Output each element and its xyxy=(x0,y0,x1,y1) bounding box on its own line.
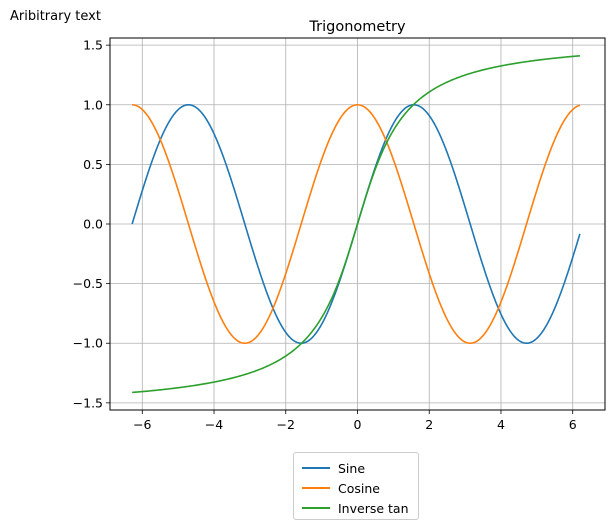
chart-title: Trigonometry xyxy=(308,19,406,35)
chart: Trigonometry −6 −4 −2 0 2 4 6 −1.5 −1.0 −0.5 0.0 0.… xyxy=(73,19,606,432)
x-tick-label: −6 xyxy=(133,417,151,432)
series-line-inverse-tan xyxy=(132,54,580,394)
x-tick-label: 4 xyxy=(497,417,505,432)
legend-swatch-cosine xyxy=(302,487,330,489)
x-tick-label: 6 xyxy=(569,417,577,432)
y-tick-label: −0.5 xyxy=(73,276,103,291)
y-tick-label: 1.5 xyxy=(83,38,103,53)
y-tick-label: −1.0 xyxy=(73,336,103,351)
x-tick-label: 0 xyxy=(354,417,362,432)
legend-item-inverse-tan: Inverse tan xyxy=(302,498,418,518)
plot-lines xyxy=(131,54,581,394)
annotation-text: Aribitrary text xyxy=(10,9,101,24)
y-tick-label: 0.0 xyxy=(83,217,103,232)
x-tick-label: 2 xyxy=(425,417,433,432)
x-tick-label: −2 xyxy=(277,417,295,432)
axis-ticks: −6 −4 −2 0 2 4 6 −1.5 −1.0 −0.5 0.0 0.5 1.0 1.5 xyxy=(73,38,577,432)
legend-item-sine: Sine xyxy=(302,458,418,478)
legend: Sine Cosine Inverse tan xyxy=(293,452,419,520)
legend-label-inverse-tan: Inverse tan xyxy=(338,500,409,516)
y-tick-label: 1.0 xyxy=(83,97,103,112)
legend-label-sine: Sine xyxy=(338,460,366,476)
legend-swatch-sine xyxy=(302,467,330,469)
series-line-cosine xyxy=(132,103,581,345)
x-tick-label: −4 xyxy=(205,417,223,432)
y-tick-label: 0.5 xyxy=(83,157,103,172)
legend-label-cosine: Cosine xyxy=(338,480,380,496)
legend-swatch-inverse-tan xyxy=(302,507,330,509)
y-tick-label: −1.5 xyxy=(73,395,103,410)
legend-item-cosine: Cosine xyxy=(302,478,418,498)
